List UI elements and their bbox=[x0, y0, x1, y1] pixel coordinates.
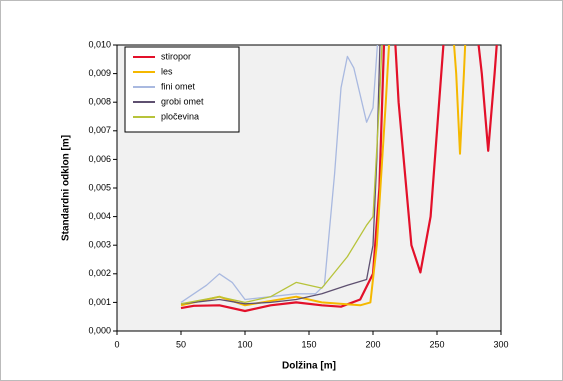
x-tick-label: 100 bbox=[237, 339, 252, 349]
x-tick-label: 150 bbox=[301, 339, 316, 349]
legend-label: pločevina bbox=[161, 111, 199, 121]
y-tick-label: 0,001 bbox=[88, 297, 111, 307]
series-line bbox=[180, 45, 498, 313]
series-line bbox=[180, 45, 383, 305]
legend-label: fini omet bbox=[161, 81, 196, 91]
x-tick-label: 200 bbox=[365, 339, 380, 349]
x-tick-label: 300 bbox=[493, 339, 508, 349]
x-tick-label: 50 bbox=[176, 339, 186, 349]
y-tick-label: 0,005 bbox=[88, 182, 111, 192]
series-line bbox=[180, 45, 467, 307]
series-line bbox=[180, 45, 381, 305]
legend-label: stiropor bbox=[161, 51, 191, 61]
legend-label: les bbox=[161, 66, 173, 76]
y-tick-label: 0,009 bbox=[88, 68, 111, 78]
y-tick-label: 0,007 bbox=[88, 125, 111, 135]
series-line bbox=[180, 45, 379, 303]
x-axis-title: Dolžina [m] bbox=[282, 361, 336, 372]
y-tick-label: 0,000 bbox=[88, 325, 111, 335]
legend-label: grobi omet bbox=[161, 96, 204, 106]
y-tick-label: 0,008 bbox=[88, 97, 111, 107]
y-tick-label: 0,010 bbox=[88, 39, 111, 49]
y-tick-label: 0,006 bbox=[88, 154, 111, 164]
y-tick-label: 0,003 bbox=[88, 240, 111, 250]
y-tick-label: 0,002 bbox=[88, 268, 111, 278]
y-tick-label: 0,004 bbox=[88, 211, 111, 221]
x-tick-label: 250 bbox=[429, 339, 444, 349]
lines bbox=[180, 45, 498, 313]
y-axis-title: Standardni odklon [m] bbox=[61, 135, 72, 241]
x-tick-label: 0 bbox=[114, 339, 119, 349]
